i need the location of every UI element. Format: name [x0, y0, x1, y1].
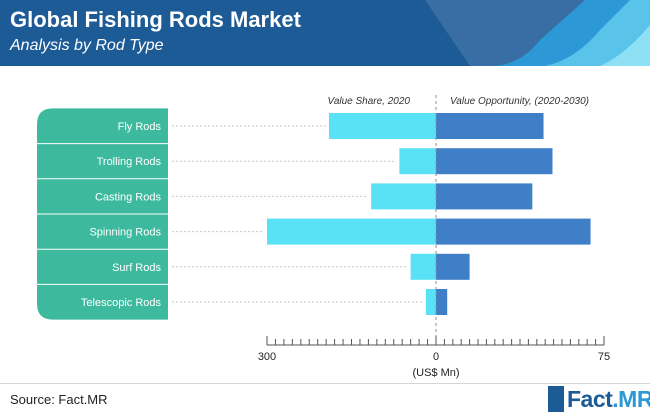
category-label: Fly Rods — [118, 121, 162, 133]
bar-value-share — [328, 113, 436, 139]
bar-value-opportunity — [436, 113, 544, 139]
x-axis-label: (US$ Mn) — [412, 367, 459, 379]
legend-value-share: Value Share, 2020 — [328, 96, 411, 107]
tick-label-right: 75 — [598, 351, 610, 363]
category-label: Telescopic Rods — [81, 297, 162, 309]
bar-value-share — [425, 289, 436, 315]
source-note: Source: Fact.MR — [10, 392, 108, 407]
chart-title: Global Fishing Rods Market — [10, 7, 301, 32]
bar-value-share — [410, 253, 436, 280]
logo-text-main: Fact — [567, 385, 613, 412]
tick-label-left: 300 — [258, 351, 276, 363]
legend-value-opportunity: Value Opportunity, (2020-2030) — [450, 96, 589, 107]
bar-value-opportunity — [436, 148, 553, 175]
category-label: Casting Rods — [95, 191, 162, 203]
bar-value-share — [267, 218, 436, 245]
category-label: Trolling Rods — [97, 156, 162, 168]
category-label: Surf Rods — [112, 262, 161, 274]
logo-text-accent: .MR — [612, 385, 650, 412]
bar-value-opportunity — [436, 289, 448, 315]
tick-label-center: 0 — [433, 351, 439, 363]
header-decoration — [425, 0, 650, 66]
header-banner: Global Fishing Rods Market Analysis by R… — [0, 0, 650, 66]
bar-value-share — [371, 183, 436, 210]
bar-value-opportunity — [436, 253, 470, 280]
bar-value-opportunity — [436, 218, 591, 245]
bar-value-share — [399, 148, 436, 175]
factmr-logo: Fact.MR — [548, 384, 650, 414]
bar-value-opportunity — [436, 183, 533, 210]
logo-mark-icon — [548, 386, 564, 412]
chart-subtitle: Analysis by Rod Type — [10, 37, 164, 54]
footer-divider — [0, 383, 650, 384]
diverging-bar-chart: Fly Rods Trolling Rods Casting Rods Spinnin… — [37, 95, 610, 379]
category-label: Spinning Rods — [89, 227, 161, 239]
